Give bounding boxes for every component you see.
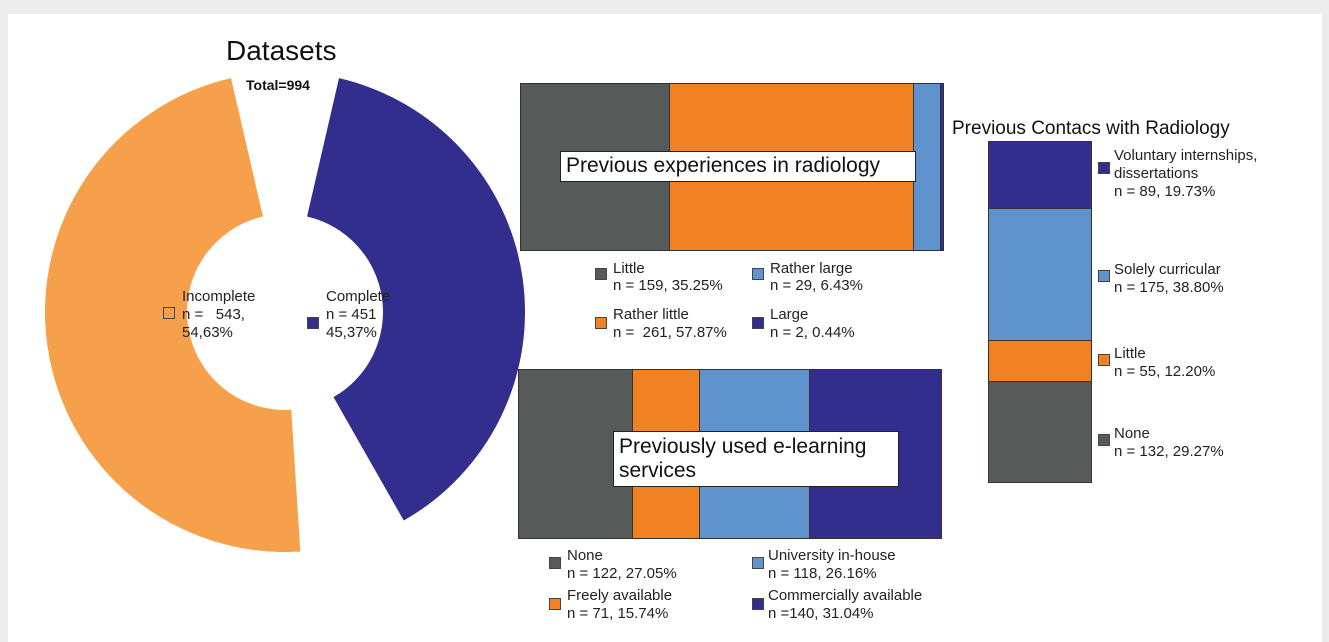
legend-swatch-rather-little	[595, 317, 607, 329]
legend-detail-rather-large: n = 29, 6.43%	[770, 277, 863, 294]
contacts-title: Previous Contacs with Radiology	[952, 118, 1230, 139]
legend-detail-voluntary: n = 89, 19.73%	[1114, 183, 1216, 200]
legend-swatch-none	[549, 557, 561, 569]
legend-swatch-contact-none	[1098, 434, 1110, 446]
legend-label-little: Little	[613, 260, 645, 277]
legend-detail-rather-little: n = 261, 57.87%	[613, 324, 727, 341]
bar1-segment-3	[941, 84, 943, 250]
bar1-segment-2	[913, 84, 942, 250]
legend-detail-contact-none: n = 132, 29.27%	[1114, 443, 1224, 460]
legend-swatch-complete	[307, 317, 319, 329]
legend-label-contact-little: Little	[1114, 345, 1146, 362]
bar3-segment-3	[989, 142, 1091, 210]
bar3-segment-1	[989, 341, 1091, 383]
elearning-title-line1: Previously used e-learning	[619, 435, 867, 458]
legend-label-voluntary-1: Voluntary internships,	[1114, 147, 1258, 164]
legend-label-rather-large: Rather large	[770, 260, 853, 277]
legend-label-rather-little: Rather little	[613, 306, 689, 323]
label-incomplete-pct: 54,63%	[182, 324, 233, 341]
bar3-segment-2	[989, 209, 1091, 342]
bar3-segment-0	[989, 382, 1091, 482]
legend-detail-none: n = 122, 27.05%	[567, 565, 677, 582]
elearning-bar-title: Previously used e-learning services	[613, 431, 899, 487]
legend-detail-commercial: n =140, 31.04%	[768, 605, 874, 622]
legend-label-none: None	[567, 547, 603, 564]
legend-detail-little: n = 159, 35.25%	[613, 277, 723, 294]
label-complete-name: Complete	[326, 288, 391, 305]
label-incomplete-name: Incomplete	[182, 288, 256, 305]
experience-bar-title: Previous experiences in radiology	[560, 151, 916, 182]
legend-detail-large: n = 2, 0.44%	[770, 324, 855, 341]
legend-label-curricular: Solely curricular	[1114, 261, 1221, 278]
legend-detail-curricular: n = 175, 38.80%	[1114, 279, 1224, 296]
legend-label-freely: Freely available	[567, 587, 673, 604]
donut-slice-complete	[307, 78, 526, 521]
legend-swatch-freely	[549, 598, 561, 610]
label-complete-n: n = 451	[326, 306, 377, 323]
legend-detail-contact-little: n = 55, 12.20%	[1114, 363, 1216, 380]
legend-label-university: University in-house	[768, 547, 896, 564]
legend-swatch-little	[595, 268, 607, 280]
legend-swatch-rather-large	[752, 268, 764, 280]
legend-label-large: Large	[770, 306, 809, 323]
label-incomplete-n: n = 543,	[182, 306, 245, 323]
legend-swatch-voluntary	[1098, 162, 1110, 174]
legend-swatch-incomplete	[163, 307, 175, 319]
legend-swatch-curricular	[1098, 270, 1110, 282]
donut-subtitle: Total=994	[246, 77, 310, 93]
contacts-stacked-bar	[988, 141, 1092, 483]
label-complete-pct: 45,37%	[326, 324, 377, 341]
donut-title: Datasets	[226, 35, 337, 66]
legend-swatch-large	[752, 317, 764, 329]
legend-label-contact-none: None	[1114, 425, 1150, 442]
legend-label-voluntary-2: dissertations	[1114, 165, 1199, 182]
legend-detail-freely: n = 71, 15.74%	[567, 605, 669, 622]
legend-label-commercial: Commercially available	[768, 587, 923, 604]
legend-swatch-contact-little	[1098, 354, 1110, 366]
elearning-title-line2: services	[619, 459, 697, 482]
legend-swatch-commercial	[752, 598, 764, 610]
legend-swatch-university	[752, 557, 764, 569]
legend-detail-university: n = 118, 26.16%	[768, 565, 877, 582]
